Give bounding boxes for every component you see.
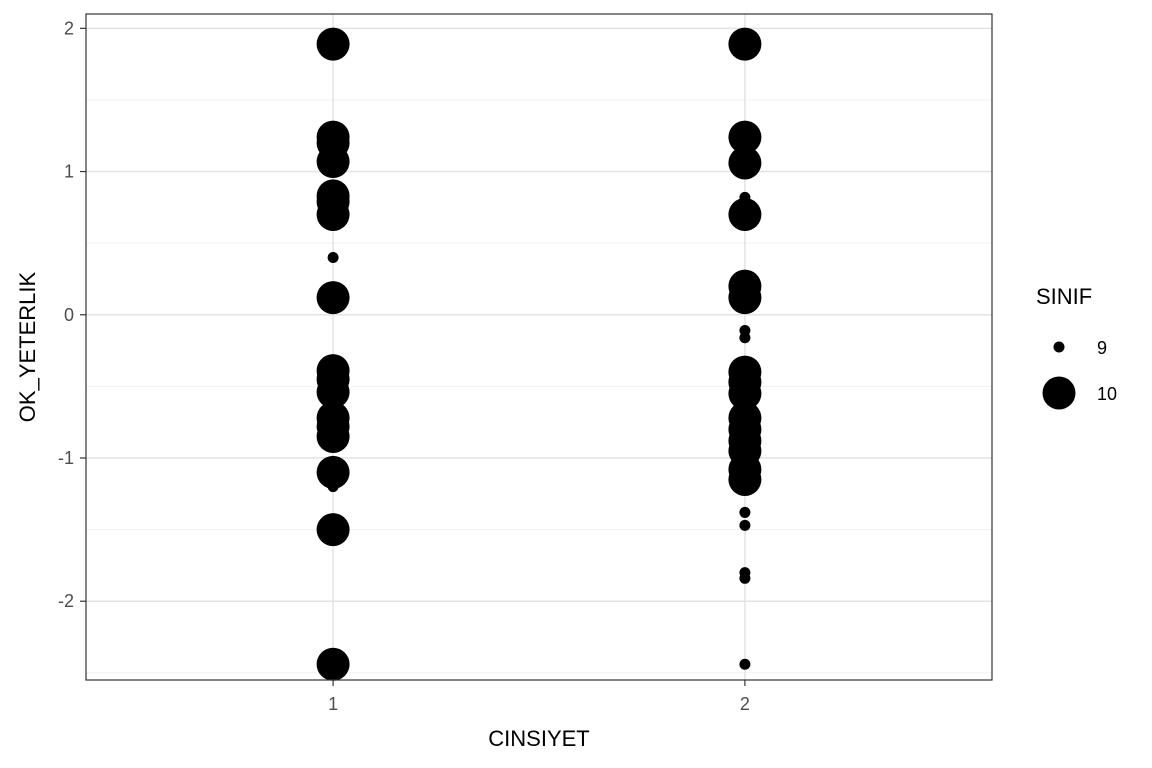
y-tick-label: 0: [64, 305, 74, 325]
data-point-sinif-9: [739, 519, 751, 531]
legend: SINIF 9 10: [1036, 284, 1117, 410]
y-axis-ticks: -2 -1 0 1 2: [58, 18, 86, 611]
data-point-sinif-10: [316, 647, 350, 681]
data-point-sinif-10: [316, 27, 350, 61]
y-tick-label: 1: [64, 162, 74, 182]
y-tick-label: -1: [58, 448, 74, 468]
data-point-sinif-10: [316, 198, 350, 232]
data-point-sinif-10: [728, 146, 762, 180]
legend-title: SINIF: [1036, 284, 1092, 309]
data-point-sinif-9: [739, 191, 751, 203]
data-point-sinif-9: [739, 506, 751, 518]
data-point-sinif-10: [728, 120, 762, 154]
panel-background: [86, 14, 992, 680]
data-point-sinif-10: [316, 455, 350, 489]
data-point-sinif-10: [728, 377, 762, 411]
data-point-sinif-10: [728, 27, 762, 61]
data-point-sinif-9: [739, 572, 751, 584]
x-tick-label: 1: [328, 694, 338, 714]
y-axis-title: OK_YETERLIK: [15, 271, 40, 422]
x-tick-label: 2: [740, 694, 750, 714]
data-point-sinif-10: [316, 513, 350, 547]
y-tick-label: 2: [64, 18, 74, 38]
data-point-sinif-10: [728, 462, 762, 496]
y-tick-label: -2: [58, 591, 74, 611]
data-point-sinif-9: [327, 251, 339, 263]
data-point-sinif-10: [728, 281, 762, 315]
legend-key-10: [1042, 376, 1076, 410]
legend-label-10: 10: [1097, 384, 1117, 404]
legend-keys: 9 10: [1042, 338, 1117, 410]
data-point-sinif-10: [316, 281, 350, 315]
data-point-sinif-9: [739, 332, 751, 344]
panel-border: [85, 13, 993, 681]
data-point-sinif-9: [327, 481, 339, 493]
legend-label-9: 9: [1097, 338, 1107, 358]
legend-key-9: [1053, 341, 1065, 353]
data-point-sinif-10: [316, 375, 350, 409]
data-points: [316, 27, 762, 681]
data-point-sinif-9: [739, 658, 751, 670]
data-point-sinif-10: [316, 420, 350, 454]
x-axis-title: CINSIYET: [488, 726, 589, 751]
data-point-sinif-10: [316, 145, 350, 179]
data-point-sinif-10: [728, 198, 762, 232]
